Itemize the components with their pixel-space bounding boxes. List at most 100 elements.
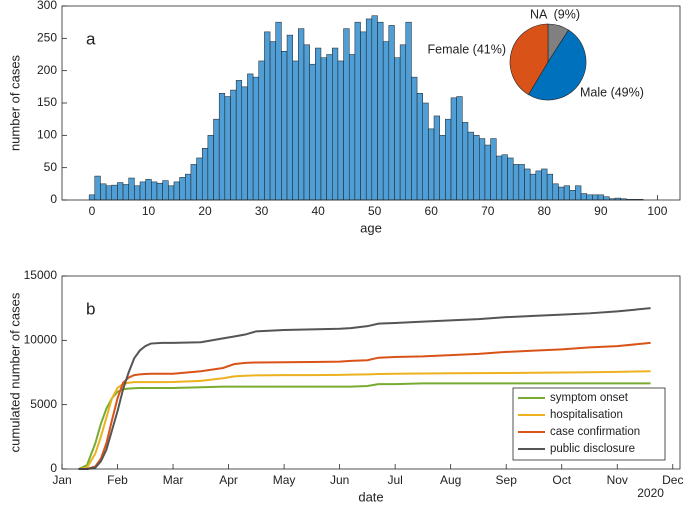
line-series: [78, 341, 651, 470]
histogram-bar: [303, 44, 310, 201]
histogram-bar: [399, 44, 407, 201]
histogram-bar: [224, 96, 231, 201]
line-series: [78, 382, 651, 470]
histogram-bar: [535, 170, 542, 201]
histogram-bar: [394, 57, 401, 201]
panel-label: a: [86, 29, 96, 48]
line-series: [78, 307, 651, 470]
histogram-bar: [337, 60, 344, 201]
axes-box: [61, 5, 681, 201]
histogram-bar: [422, 102, 429, 201]
y-tick-label: 300: [37, 0, 57, 12]
x-tick-label: Nov: [607, 473, 628, 487]
histogram-bar: [309, 63, 316, 201]
y-tick-label: 100: [37, 128, 57, 142]
x-tick-label: Feb: [107, 473, 128, 487]
histogram-bar: [247, 73, 254, 201]
x-axis-label: age: [360, 220, 382, 235]
histogram-bar: [156, 182, 163, 201]
histogram-bar: [252, 76, 260, 201]
histogram-bar: [134, 185, 141, 201]
x-tick-label: Apr: [219, 473, 238, 487]
histogram-bar: [467, 131, 474, 201]
histogram-bar: [207, 135, 214, 201]
histogram-bar: [241, 86, 248, 201]
histogram-bar: [213, 118, 220, 201]
x-tick-label: 40: [311, 204, 325, 218]
x-tick-label: Oct: [552, 473, 571, 487]
histogram-bar: [185, 173, 192, 201]
x-axis-label: date: [358, 489, 383, 504]
histogram-bar: [139, 181, 146, 201]
histogram-bar: [298, 28, 305, 201]
histogram-bar: [445, 118, 452, 201]
legend-label: hospitalisation: [550, 409, 623, 421]
histogram-bar: [575, 185, 582, 201]
histogram-bar: [326, 54, 333, 201]
legend-label: public disclosure: [550, 443, 635, 455]
histogram-bar: [473, 135, 480, 201]
histogram-bar: [117, 182, 124, 201]
histogram-bar: [292, 60, 299, 201]
x-tick-label: 30: [255, 204, 269, 218]
histogram-bar: [512, 164, 520, 201]
histogram-bar: [264, 31, 271, 201]
histogram-bar: [428, 128, 435, 201]
histogram-bar: [439, 135, 446, 201]
x-tick-label: 50: [368, 204, 382, 218]
histogram-bar: [411, 76, 418, 201]
x-tick-label: 80: [538, 204, 552, 218]
histogram-bar: [495, 155, 503, 201]
histogram-bar: [597, 194, 604, 201]
histogram-bar: [388, 25, 395, 201]
histogram-bar: [371, 15, 378, 201]
y-tick-label: 5000: [30, 397, 57, 411]
histogram-bar: [479, 138, 486, 201]
histogram-bar: [320, 57, 327, 201]
histogram-bar: [315, 47, 322, 201]
x-tick-label: Jun: [330, 473, 349, 487]
y-axis-label: number of cases: [7, 54, 22, 151]
histogram-bar: [286, 34, 293, 201]
histogram-bar: [281, 51, 288, 201]
histogram-bar: [105, 185, 113, 201]
y-tick-label: 0: [50, 461, 57, 475]
histogram-bar: [518, 164, 525, 201]
x-tick-label: 20: [198, 204, 212, 218]
pie-label: NA (9%): [530, 7, 580, 21]
y-tick-label: 50: [44, 160, 58, 174]
annotation: 2020: [637, 486, 664, 500]
x-tick-label: 90: [594, 204, 608, 218]
x-tick-label: Sep: [496, 473, 518, 487]
histogram-bar: [168, 185, 175, 201]
histogram-bar: [230, 89, 237, 201]
histogram-bar: [501, 154, 508, 201]
x-tick-label: Aug: [440, 473, 461, 487]
histogram-bar: [405, 21, 412, 201]
pie-slice: [509, 23, 549, 96]
histogram-bar: [456, 96, 463, 201]
histogram-bar: [100, 183, 107, 201]
histogram-bar: [592, 194, 599, 201]
histogram-bar: [416, 93, 423, 201]
histogram-bar: [196, 157, 203, 201]
y-tick-label: 15000: [24, 268, 58, 282]
histogram-bar: [524, 168, 531, 201]
x-tick-label: 0: [89, 204, 96, 218]
y-tick-label: 200: [37, 63, 57, 77]
histogram-bar: [151, 181, 158, 201]
histogram-bar: [332, 47, 339, 201]
histogram-bar: [258, 60, 265, 201]
line-series: [78, 370, 651, 470]
pie-slice: [528, 29, 587, 101]
histogram-bar: [569, 190, 576, 201]
histogram-bar: [88, 194, 96, 201]
histogram-bar: [563, 185, 570, 201]
histogram-bar: [433, 115, 440, 201]
histogram-bar: [201, 148, 209, 201]
histogram-bar: [603, 196, 610, 201]
x-tick-label: May: [273, 473, 296, 487]
histogram-bar: [586, 194, 593, 201]
axes-box: [61, 275, 681, 470]
